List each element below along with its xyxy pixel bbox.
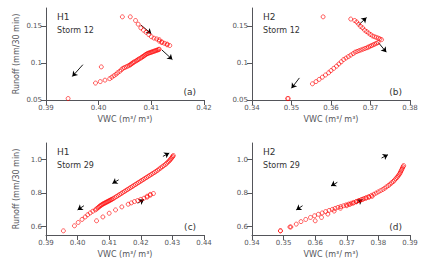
svg-text:0.39: 0.39	[402, 239, 418, 247]
svg-text:0.36: 0.36	[323, 104, 339, 112]
svg-text:0.1: 0.1	[237, 59, 248, 67]
svg-text:0.40: 0.40	[91, 104, 107, 112]
svg-text:(c): (c)	[184, 222, 196, 232]
svg-text:(d): (d)	[389, 222, 402, 232]
svg-text:(b): (b)	[389, 87, 402, 97]
svg-text:(a): (a)	[184, 87, 197, 97]
svg-text:0.34: 0.34	[244, 239, 260, 247]
svg-text:0.41: 0.41	[144, 104, 160, 112]
svg-text:0.35: 0.35	[284, 104, 300, 112]
svg-text:0.8: 0.8	[237, 189, 248, 197]
svg-text:0.8: 0.8	[31, 189, 42, 197]
svg-text:0.42: 0.42	[133, 239, 149, 247]
svg-text:0.44: 0.44	[196, 239, 212, 247]
svg-text:0.1: 0.1	[31, 59, 42, 67]
svg-text:0.41: 0.41	[101, 239, 117, 247]
svg-text:0.40: 0.40	[70, 239, 86, 247]
svg-text:0.39: 0.39	[38, 239, 54, 247]
svg-text:0.42: 0.42	[196, 104, 212, 112]
svg-text:Storm 29: Storm 29	[57, 161, 94, 170]
svg-text:0.6: 0.6	[237, 223, 249, 231]
svg-text:1.0: 1.0	[237, 156, 248, 164]
svg-text:VWC (m³/ m³): VWC (m³/ m³)	[304, 115, 359, 124]
svg-text:0.38: 0.38	[402, 104, 418, 112]
svg-text:0.15: 0.15	[232, 22, 248, 30]
svg-text:VWC (m³/ m³): VWC (m³/ m³)	[304, 250, 359, 259]
svg-text:Storm 29: Storm 29	[263, 161, 300, 170]
svg-text:0.35: 0.35	[276, 239, 292, 247]
svg-text:0.34: 0.34	[244, 104, 260, 112]
svg-text:Runoff (mm/30 min): Runoff (mm/30 min)	[12, 14, 21, 95]
svg-text:0.39: 0.39	[38, 104, 54, 112]
svg-text:0.38: 0.38	[371, 239, 387, 247]
svg-text:H2: H2	[263, 147, 276, 157]
svg-text:VWC (m³/ m³): VWC (m³/ m³)	[98, 250, 153, 259]
svg-text:H2: H2	[263, 12, 276, 22]
svg-text:Runoff (mm/30 min): Runoff (mm/30 min)	[12, 149, 21, 230]
svg-text:H1: H1	[57, 12, 69, 22]
svg-text:H1: H1	[57, 147, 69, 157]
svg-text:Storm 12: Storm 12	[57, 26, 94, 35]
svg-text:0.36: 0.36	[307, 239, 323, 247]
svg-text:Storm 12: Storm 12	[263, 26, 300, 35]
svg-text:0.43: 0.43	[165, 239, 181, 247]
svg-text:0.05: 0.05	[26, 96, 42, 104]
svg-text:0.37: 0.37	[363, 104, 379, 112]
svg-text:VWC (m³/ m³): VWC (m³/ m³)	[98, 115, 153, 124]
svg-text:0.6: 0.6	[31, 223, 43, 231]
svg-text:1.0: 1.0	[31, 156, 42, 164]
svg-text:0.15: 0.15	[26, 22, 42, 30]
svg-text:0.05: 0.05	[232, 96, 248, 104]
svg-text:0.37: 0.37	[339, 239, 355, 247]
